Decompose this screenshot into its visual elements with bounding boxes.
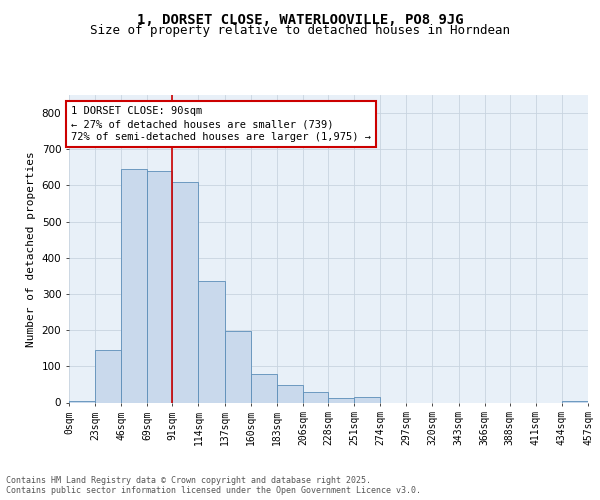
Y-axis label: Number of detached properties: Number of detached properties	[26, 151, 36, 346]
Text: Contains HM Land Registry data © Crown copyright and database right 2025.
Contai: Contains HM Land Registry data © Crown c…	[6, 476, 421, 495]
Bar	[277, 385, 303, 402]
Bar	[148, 171, 172, 402]
Bar	[224, 331, 251, 402]
Bar	[251, 374, 277, 402]
Bar	[121, 169, 148, 402]
Bar	[303, 392, 328, 402]
Bar	[354, 397, 380, 402]
Bar	[95, 350, 121, 403]
Bar	[562, 400, 588, 402]
Text: Size of property relative to detached houses in Horndean: Size of property relative to detached ho…	[90, 24, 510, 37]
Bar	[69, 400, 95, 402]
Bar	[328, 398, 354, 402]
Text: 1 DORSET CLOSE: 90sqm
← 27% of detached houses are smaller (739)
72% of semi-det: 1 DORSET CLOSE: 90sqm ← 27% of detached …	[71, 106, 371, 142]
Bar	[172, 182, 199, 402]
Bar	[199, 282, 224, 403]
Text: 1, DORSET CLOSE, WATERLOOVILLE, PO8 9JG: 1, DORSET CLOSE, WATERLOOVILLE, PO8 9JG	[137, 12, 463, 26]
